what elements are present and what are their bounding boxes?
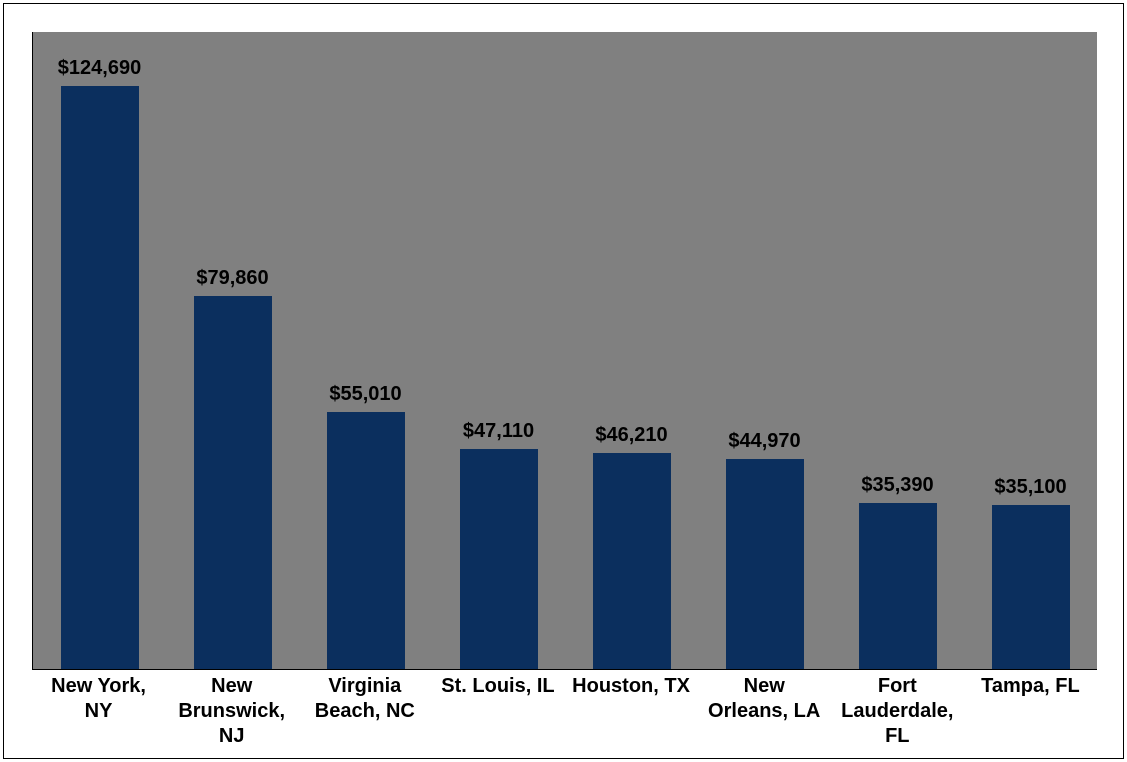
x-label: Fort Lauderdale, FL <box>831 674 964 749</box>
bar <box>726 459 804 669</box>
x-label: New York, NY <box>32 674 165 749</box>
bar-group: $124,690 <box>33 32 166 669</box>
bar-group: $47,110 <box>432 32 565 669</box>
x-label: Houston, TX <box>565 674 698 749</box>
bar <box>194 296 272 669</box>
bar-value: $79,860 <box>196 267 268 290</box>
x-label: Virginia Beach, NC <box>298 674 431 749</box>
plot-area: $124,690 $79,860 $55,010 $47,110 $46,210… <box>32 32 1097 670</box>
x-label: St. Louis, IL <box>431 674 564 749</box>
bar <box>593 453 671 669</box>
bar <box>992 505 1070 669</box>
chart-container: $124,690 $79,860 $55,010 $47,110 $46,210… <box>3 3 1124 759</box>
bar <box>460 449 538 669</box>
bar-value: $44,970 <box>728 430 800 453</box>
x-label: New Orleans, LA <box>698 674 831 749</box>
bar <box>859 503 937 669</box>
bar-group: $46,210 <box>565 32 698 669</box>
bar-value: $46,210 <box>595 424 667 447</box>
x-labels: New York, NY New Brunswick, NJ Virginia … <box>32 674 1097 749</box>
bar-group: $44,970 <box>698 32 831 669</box>
bar-group: $79,860 <box>166 32 299 669</box>
bar <box>327 412 405 669</box>
x-label: Tampa, FL <box>964 674 1097 749</box>
bar-group: $35,390 <box>831 32 964 669</box>
bar-group: $35,100 <box>964 32 1097 669</box>
bar-value: $55,010 <box>329 383 401 406</box>
bar-group: $55,010 <box>299 32 432 669</box>
bar-value: $124,690 <box>58 57 141 80</box>
x-label: New Brunswick, NJ <box>165 674 298 749</box>
bar <box>61 86 139 669</box>
bar-value: $35,100 <box>994 476 1066 499</box>
bar-value: $35,390 <box>861 474 933 497</box>
bar-value: $47,110 <box>463 420 534 443</box>
bars-wrapper: $124,690 $79,860 $55,010 $47,110 $46,210… <box>33 32 1097 669</box>
